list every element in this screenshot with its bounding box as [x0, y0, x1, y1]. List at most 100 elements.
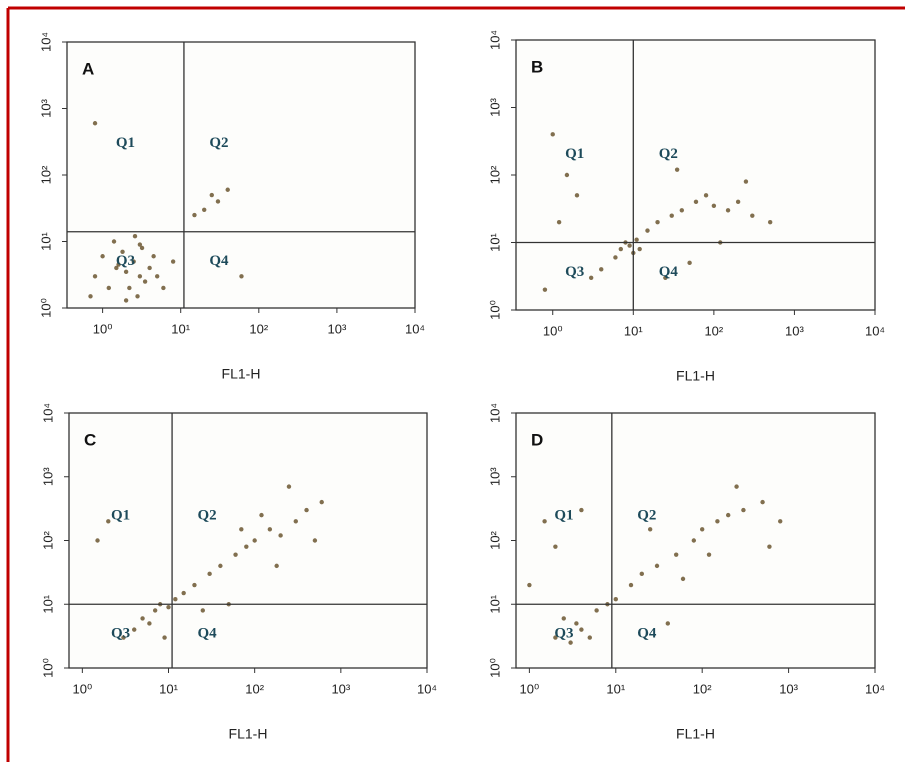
- point: [579, 507, 584, 513]
- point: [127, 285, 132, 291]
- point: [627, 243, 632, 248]
- y-tick-label: 10⁰: [38, 298, 53, 318]
- point: [162, 635, 167, 640]
- point: [711, 203, 717, 208]
- point: [121, 635, 126, 640]
- point: [209, 192, 214, 198]
- point: [154, 274, 160, 279]
- point: [734, 484, 739, 489]
- x-tick-label: 10⁴: [405, 321, 425, 336]
- x-axis-label: FL1-H: [676, 368, 715, 384]
- quadrant-label: Q2: [637, 508, 656, 524]
- point: [599, 267, 604, 272]
- point: [564, 172, 570, 178]
- point: [192, 582, 197, 588]
- point: [170, 259, 176, 264]
- point: [542, 287, 548, 292]
- point: [647, 527, 653, 532]
- point: [215, 199, 221, 204]
- x-tick-label: 10²: [693, 681, 712, 696]
- point: [743, 179, 749, 184]
- x-tick-label: 10³: [331, 681, 350, 696]
- point: [691, 538, 697, 543]
- point: [726, 512, 731, 518]
- point: [574, 621, 579, 626]
- x-tick-label: 10⁴: [865, 681, 885, 696]
- point: [312, 538, 318, 543]
- point: [594, 608, 599, 613]
- quadrant-label: Q1: [111, 508, 130, 524]
- quadrant-label: Q2: [659, 146, 678, 162]
- point: [663, 275, 668, 280]
- point: [527, 582, 532, 588]
- x-axis-label: FL1-H: [676, 726, 715, 742]
- y-tick-label: 10³: [38, 98, 53, 117]
- y-tick-label: 10¹: [40, 594, 55, 613]
- point: [699, 527, 705, 532]
- point: [135, 294, 140, 299]
- y-tick-label: 10²: [487, 530, 502, 549]
- point: [132, 627, 137, 632]
- y-tick-label: 10¹: [38, 231, 53, 250]
- y-tick-label: 10²: [40, 530, 55, 549]
- point: [553, 635, 558, 640]
- quadrant-label: Q3: [111, 626, 130, 642]
- point: [628, 582, 634, 588]
- y-tick-label: 10³: [40, 467, 55, 486]
- point: [286, 484, 292, 489]
- x-tick-label: 10¹: [159, 681, 178, 696]
- point: [225, 187, 230, 192]
- point: [137, 242, 143, 247]
- point: [679, 208, 685, 213]
- point: [767, 219, 773, 225]
- point: [553, 544, 558, 549]
- x-tick-label: 10²: [249, 321, 268, 336]
- panel-title: B: [531, 57, 543, 76]
- point: [767, 544, 772, 549]
- point: [137, 274, 143, 279]
- point: [233, 552, 238, 557]
- point: [645, 228, 650, 233]
- x-tick-label: 10⁰: [93, 321, 113, 336]
- point: [274, 563, 279, 569]
- x-tick-label: 10⁰: [73, 681, 93, 696]
- point: [674, 167, 680, 172]
- point: [579, 627, 584, 632]
- point: [550, 132, 555, 137]
- point: [618, 246, 624, 252]
- point: [655, 219, 660, 225]
- point: [239, 274, 244, 279]
- x-tick-label: 10²: [704, 323, 723, 338]
- point: [92, 274, 98, 279]
- point: [654, 563, 660, 569]
- point: [181, 590, 186, 596]
- x-tick-label: 10¹: [624, 323, 643, 338]
- x-tick-label: 10⁴: [865, 323, 885, 338]
- point: [680, 576, 686, 582]
- y-tick-label: 10³: [487, 97, 502, 116]
- point: [140, 616, 145, 621]
- panel-title: D: [531, 430, 543, 449]
- point: [687, 260, 692, 266]
- point: [200, 608, 205, 613]
- point: [574, 193, 580, 198]
- quadrant-label: Q2: [197, 508, 216, 524]
- point: [166, 604, 171, 610]
- x-tick-label: 10¹: [171, 321, 190, 336]
- y-tick-label: 10⁰: [40, 658, 55, 678]
- point: [131, 259, 136, 264]
- quadrant-label: Q4: [637, 626, 657, 642]
- quadrant-label: Q1: [565, 146, 584, 162]
- point: [147, 621, 152, 626]
- point: [669, 213, 674, 218]
- y-tick-label: 10⁰: [487, 300, 502, 320]
- point: [542, 519, 547, 524]
- x-tick-label: 10⁰: [543, 323, 563, 338]
- point: [207, 571, 212, 577]
- point: [778, 519, 783, 524]
- quadrant-label: Q3: [554, 626, 573, 642]
- point: [142, 279, 148, 284]
- point: [760, 499, 765, 505]
- point: [192, 212, 197, 218]
- point: [665, 621, 671, 626]
